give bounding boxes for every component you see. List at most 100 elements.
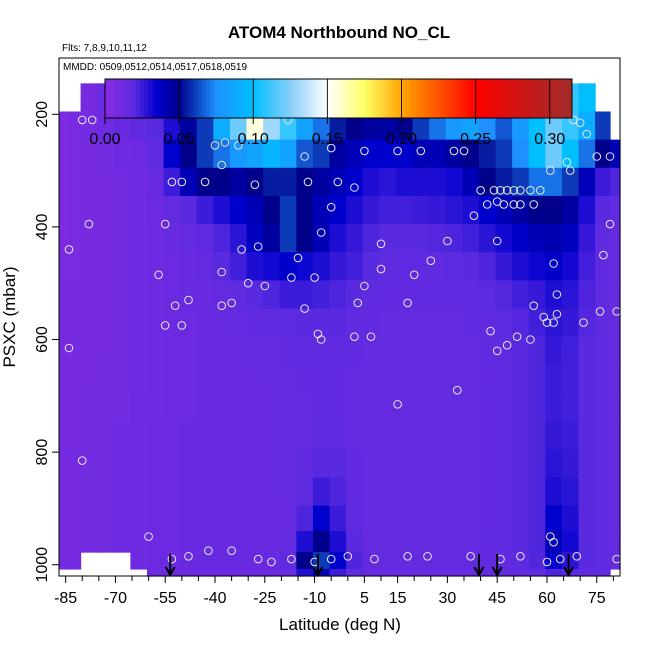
heatmap-cell (113, 308, 131, 338)
sample-point (542, 557, 552, 567)
heatmap-cell (246, 308, 264, 338)
heatmap-cell (296, 280, 314, 310)
heatmap-cell (595, 505, 611, 532)
sample-point (77, 456, 87, 465)
heatmap-cell (196, 111, 214, 141)
sample-point (204, 546, 213, 556)
sample-point (227, 298, 236, 308)
heatmap-cell (279, 308, 297, 338)
heatmap-cell (395, 364, 414, 394)
heatmap-cell (213, 336, 231, 366)
heatmap-cell (595, 393, 611, 422)
heatmap-cell (395, 224, 414, 253)
heatmap-cell (97, 280, 115, 310)
sample-point (234, 141, 243, 150)
heatmap-cell (279, 336, 297, 366)
sample-point (184, 552, 193, 561)
heatmap-cell (246, 195, 264, 225)
heatmap-cell (610, 477, 621, 507)
heatmap-cell (246, 280, 264, 310)
y-tick-label: 200 (34, 101, 51, 128)
heatmap-cell (59, 552, 68, 570)
sample-point (555, 554, 565, 564)
heatmap-cell (412, 505, 430, 532)
heatmap-cell (279, 195, 297, 225)
heatmap-cell (97, 308, 115, 338)
sample-point (482, 200, 492, 209)
colorbar-segment (354, 79, 359, 118)
heatmap-cell (146, 280, 165, 310)
sample-point (509, 186, 519, 195)
colorbar-segment (326, 79, 332, 118)
heatmap-cell (379, 336, 397, 366)
heatmap-cell (528, 393, 546, 422)
heatmap-cell (429, 530, 447, 553)
colorbar-segment (291, 79, 297, 118)
heatmap-cell (97, 336, 115, 366)
sample-point (476, 186, 485, 195)
heatmap-cell (196, 195, 214, 225)
sample-point (237, 245, 246, 254)
heatmap-cell (113, 167, 131, 197)
colorbar-segment (128, 79, 133, 118)
heatmap-cell (595, 568, 611, 577)
heatmap-cell (379, 167, 397, 197)
colorbar-segment (248, 79, 254, 118)
heatmap-cell (130, 308, 148, 338)
colorbar-segment (182, 79, 188, 118)
heatmap-cell (429, 280, 447, 310)
colorbar-frame (104, 78, 573, 119)
sample-point (184, 295, 193, 305)
heatmap-cell (429, 449, 447, 479)
colorbar-segment (105, 79, 110, 118)
heatmap-cell (346, 449, 364, 479)
heatmap-cell (610, 252, 621, 281)
sample-point (160, 219, 170, 229)
heatmap-cell (395, 449, 414, 479)
heatmap-cell (512, 336, 530, 366)
heatmap-cell (59, 195, 68, 225)
heatmap-cell (163, 336, 181, 366)
sample-point (210, 141, 220, 150)
colorbar-segment (140, 79, 145, 118)
colorbar-segment (373, 79, 378, 118)
heatmap-cell (97, 530, 115, 553)
heatmap-cell (610, 364, 621, 394)
sample-point (562, 157, 572, 167)
heatmap-cell (213, 139, 231, 169)
heatmap-cell (595, 308, 611, 338)
heatmap-cell (312, 139, 331, 169)
heatmap-cell (80, 139, 98, 169)
heatmap-cell (229, 364, 248, 394)
heatmap-cell (329, 111, 347, 141)
heatmap-cell (495, 477, 513, 507)
heatmap-cell (561, 421, 580, 450)
heatmap-cell (180, 308, 198, 338)
heatmap-cell (180, 421, 198, 450)
heatmap-cell (213, 111, 231, 141)
heatmap-cell (229, 393, 248, 422)
heatmap-cell (329, 477, 347, 507)
heatmap-cell (462, 139, 480, 169)
colorbar-segment (143, 79, 149, 118)
sample-point (426, 256, 436, 266)
heatmap-cell (196, 139, 214, 169)
heatmap-cell (595, 280, 611, 310)
colorbar-segment (237, 79, 242, 118)
heatmap-cell (67, 421, 82, 450)
heatmap-cell (59, 449, 68, 479)
heatmap-cell (512, 530, 530, 553)
sample-point (217, 301, 226, 311)
sample-point (316, 335, 326, 344)
heatmap-cell (346, 552, 364, 570)
heatmap-cell (229, 530, 248, 553)
colorbar-segment (478, 79, 483, 118)
heatmap-cell (67, 224, 82, 253)
x-tick-label: -10 (303, 590, 326, 607)
heatmap-cell (163, 224, 181, 253)
heatmap-cell (130, 449, 148, 479)
heatmap-cell (362, 280, 380, 310)
heatmap-cell (296, 224, 314, 253)
heatmap-cell (528, 449, 546, 479)
sample-point (310, 273, 319, 282)
